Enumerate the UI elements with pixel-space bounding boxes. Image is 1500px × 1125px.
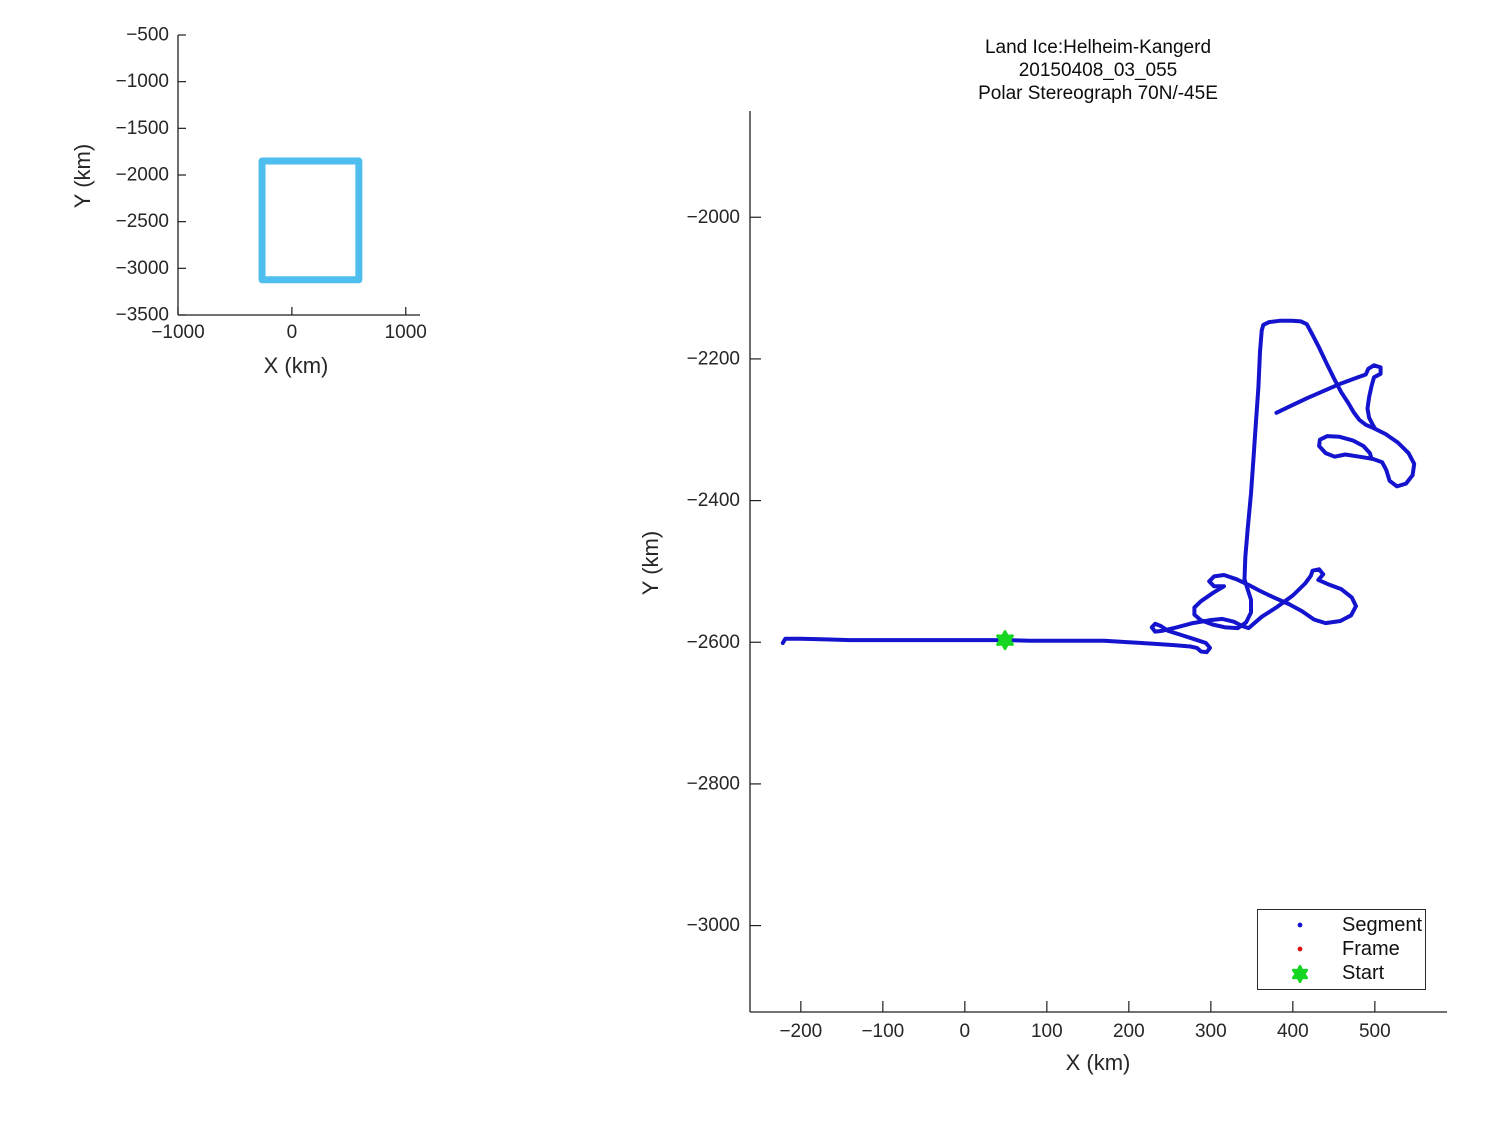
main-y-tick-label: −2200: [687, 348, 740, 369]
title-line-2: 20150408_03_055: [1018, 60, 1178, 81]
start-marker: [996, 630, 1014, 651]
inset-x-tick-label: 1000: [385, 322, 427, 343]
main-y-tick-label: −2600: [687, 632, 740, 653]
inset-x-tick-label: −1000: [151, 322, 204, 343]
inset-y-tick-label: −3500: [116, 305, 169, 326]
legend-item-frame: Frame: [1258, 937, 1425, 961]
main-x-axis-label: X (km): [1065, 1050, 1131, 1075]
segment-track-path-1: [780, 318, 1417, 655]
legend-label-frame: Frame: [1342, 937, 1400, 960]
main-x-tick-label: 100: [1031, 1021, 1063, 1042]
main-x-tick-label: 300: [1195, 1021, 1227, 1042]
inset-y-tick-label: −500: [126, 25, 169, 46]
inset-y-tick-label: −2000: [116, 165, 169, 186]
main-x-tick-label: 200: [1113, 1021, 1145, 1042]
main-y-tick-label: −2000: [687, 207, 740, 228]
main-y-tick-label: −3000: [687, 915, 740, 936]
main-y-tick-label: −2800: [687, 773, 740, 794]
legend-item-segment: Segment: [1258, 913, 1425, 937]
legend-item-start: Start: [1258, 962, 1425, 986]
main-y-tick-label: −2400: [687, 490, 740, 511]
legend-label-segment: Segment: [1342, 913, 1423, 936]
frame-dot-icon: [1258, 938, 1342, 960]
title-line-3: Polar Stereograph 70N/-45E: [978, 83, 1218, 104]
main-x-tick-label: 0: [960, 1021, 971, 1042]
main-x-tick-label: −100: [861, 1021, 904, 1042]
main-y-axis-label: Y (km): [638, 530, 663, 596]
inset-x-axis-label: X (km): [263, 353, 329, 378]
coverage-box-outline: [258, 157, 363, 284]
legend-label-start: Start: [1342, 962, 1385, 985]
segment-dot-icon: [1258, 914, 1342, 936]
start-star-icon: [1258, 963, 1342, 985]
segment-track-path-2: [1274, 363, 1383, 431]
inset-x-tick-label: 0: [287, 322, 298, 343]
inset-y-tick-label: −3000: [116, 258, 169, 279]
main-x-tick-label: 500: [1359, 1021, 1391, 1042]
legend-box: Segment Frame Start: [1257, 909, 1426, 990]
main-plot-title: Land Ice:Helheim-Kangerd 20150408_03_055…: [848, 36, 1348, 105]
inset-y-tick-label: −1500: [116, 118, 169, 139]
main-x-tick-label: −200: [779, 1021, 822, 1042]
inset-y-tick-label: −2500: [116, 211, 169, 232]
title-line-1: Land Ice:Helheim-Kangerd: [984, 37, 1212, 58]
inset-y-tick-label: −1000: [116, 71, 169, 92]
main-x-tick-label: 400: [1277, 1021, 1309, 1042]
inset-y-axis-label: Y (km): [70, 143, 95, 209]
